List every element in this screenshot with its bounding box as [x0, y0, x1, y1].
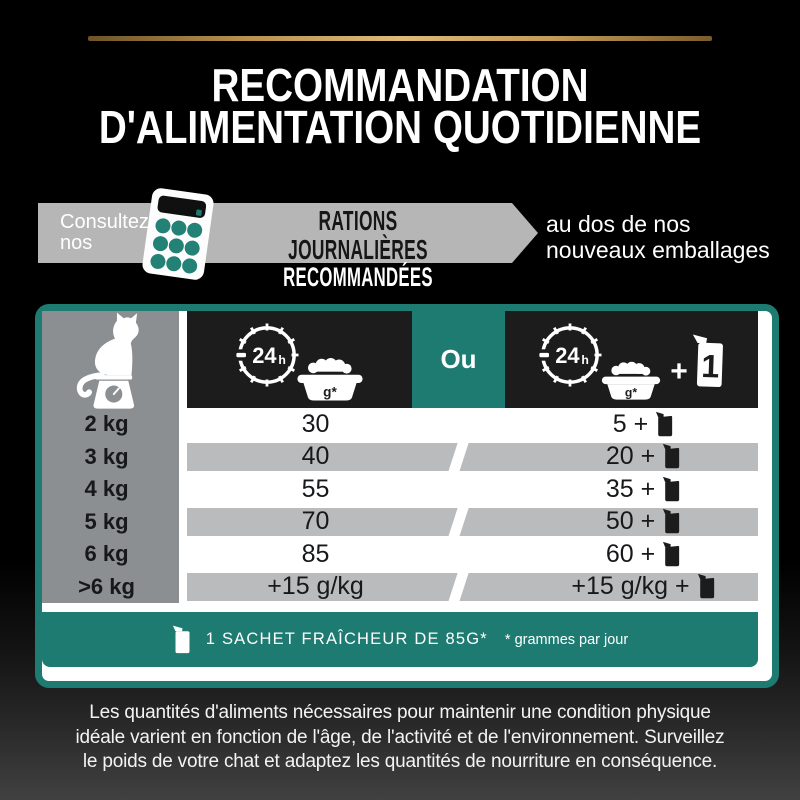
banner-right-label: au dos de nos nouveaux emballages	[546, 211, 770, 263]
row-gutter	[412, 507, 505, 536]
weight-column: 2 kg 3 kg 4 kg 5 kg 6 kg >6 kg	[42, 311, 179, 603]
bowl-grams-label: g*	[625, 385, 637, 399]
sachet-count: 1	[701, 347, 720, 384]
ribbon-banner: Consultez nos RATIONS JOURNALIÈRES RECOM…	[38, 188, 538, 291]
plus-sign: +	[670, 354, 688, 388]
weight-label: 2 kg	[84, 411, 129, 437]
clock-unit: h	[582, 352, 589, 366]
mix-value-text: 60 +	[605, 539, 656, 568]
banner-right-line2: nouveaux emballages	[546, 237, 770, 263]
pouch-sachet-icon	[663, 476, 680, 501]
weight-label: 5 kg	[84, 508, 129, 534]
banner-center-label: RATIONS JOURNALIÈRES RECOMMANDÉES	[271, 206, 445, 291]
table-row: +15 g/kg +15 g/kg +	[187, 570, 758, 603]
mix-value: 5 +	[505, 410, 758, 439]
disclaimer-line3: le poids de votre chat et adaptez les qu…	[82, 751, 718, 772]
food-bowl-icon: g*	[296, 358, 363, 401]
dry-value: 30	[301, 409, 330, 438]
banner-left-line2: nos	[60, 232, 93, 254]
table-footer: 1 SACHET FRAÎCHEUR DE 85G* * grammes par…	[42, 612, 758, 667]
table-row: 55 35 +	[187, 473, 758, 506]
mix-ration-header: 24 h g* + 1	[505, 311, 758, 408]
pouch-sachet-icon	[697, 574, 714, 599]
mix-value: 60 +	[505, 540, 758, 569]
clock-unit: h	[278, 352, 285, 366]
banner-right-line1: au dos de nos	[546, 211, 691, 237]
dry-value: 40	[301, 442, 330, 471]
table-row: 40 20 +	[187, 440, 758, 473]
page-title: RECOMMANDATION D'ALIMENTATION QUOTIDIENN…	[64, 59, 736, 153]
pouch-sachet-icon	[663, 509, 680, 534]
banner-center-line2: RECOMMANDÉES	[283, 262, 433, 292]
weight-label: 6 kg	[84, 541, 129, 567]
table-row: 85 60 +	[187, 538, 758, 571]
pouch-sachet-icon	[663, 541, 680, 566]
mix-value: 50 +	[505, 507, 758, 536]
banner-left-line1: Consultez	[60, 211, 149, 233]
calculator-icon	[142, 188, 214, 280]
pouch-sachet-icon	[663, 444, 680, 469]
feeding-table: 2 kg 3 kg 4 kg 5 kg 6 kg >6 kg	[35, 304, 779, 688]
weight-label: 4 kg	[84, 476, 129, 502]
pouch-sachet-icon: 1	[692, 333, 723, 387]
grams-note: * grammes par jour	[504, 631, 629, 648]
clock-value: 24	[252, 342, 277, 367]
slash-divider	[448, 572, 469, 601]
row-gutter	[412, 473, 505, 506]
row-gutter	[412, 408, 505, 441]
dry-value: 55	[301, 474, 330, 503]
table-rows: 30 5 + 40 20 + 55 35 +	[187, 408, 758, 603]
weight-label: 3 kg	[84, 443, 129, 469]
mix-value: 35 +	[505, 475, 758, 504]
row-gutter	[412, 572, 505, 601]
mix-value-text: 50 +	[605, 507, 656, 536]
page-title-line1: RECOMMANDATION	[211, 59, 589, 111]
weight-label: >6 kg	[78, 573, 135, 599]
disclaimer: Les quantités d'aliments nécessaires pou…	[0, 701, 800, 775]
24h-clock-icon: 24 h	[536, 323, 602, 386]
mix-value-text: 5 +	[612, 409, 649, 438]
24h-clock-icon: 24 h	[233, 323, 298, 386]
slash-divider	[448, 507, 469, 536]
mix-value-text: +15 g/kg +	[571, 572, 690, 601]
mix-value-text: 20 +	[605, 442, 656, 471]
mix-value: 20 +	[505, 442, 758, 471]
clock-value: 24	[555, 342, 580, 367]
dry-value: +15 g/kg	[267, 572, 364, 601]
banner-arrow-shape	[38, 203, 538, 263]
row-gutter	[412, 538, 505, 571]
table-row: 70 50 +	[187, 505, 758, 538]
row-gutter	[412, 442, 505, 471]
dry-value: 70	[301, 507, 330, 536]
pouch-sachet-icon	[172, 625, 190, 653]
slash-divider	[448, 442, 469, 471]
disclaimer-line2: idéale varient en fonction de l'âge, de …	[75, 726, 725, 748]
food-bowl-icon: g*	[602, 361, 661, 400]
or-cell: Ou	[412, 311, 505, 408]
sachet-note: 1 SACHET FRAÎCHEUR DE 85G*	[205, 630, 488, 648]
banner-left-label: Consultez nos	[60, 212, 149, 254]
cat-on-scale-icon	[76, 312, 139, 409]
mix-value: +15 g/kg +	[505, 572, 758, 601]
dry-value: 85	[301, 539, 330, 568]
pouch-sachet-icon	[656, 411, 673, 436]
gold-divider	[88, 36, 712, 41]
or-label: Ou	[440, 344, 477, 374]
mix-value-text: 35 +	[605, 474, 656, 503]
disclaimer-line1: Les quantités d'aliments nécessaires pou…	[89, 702, 711, 723]
dry-ration-header: 24 h g*	[187, 311, 412, 408]
page-title-line2: D'ALIMENTATION QUOTIDIENNE	[98, 101, 702, 153]
table-row: 30 5 +	[187, 408, 758, 441]
banner-center-line1: RATIONS JOURNALIÈRES	[288, 205, 428, 265]
bowl-grams-label: g*	[323, 385, 337, 400]
